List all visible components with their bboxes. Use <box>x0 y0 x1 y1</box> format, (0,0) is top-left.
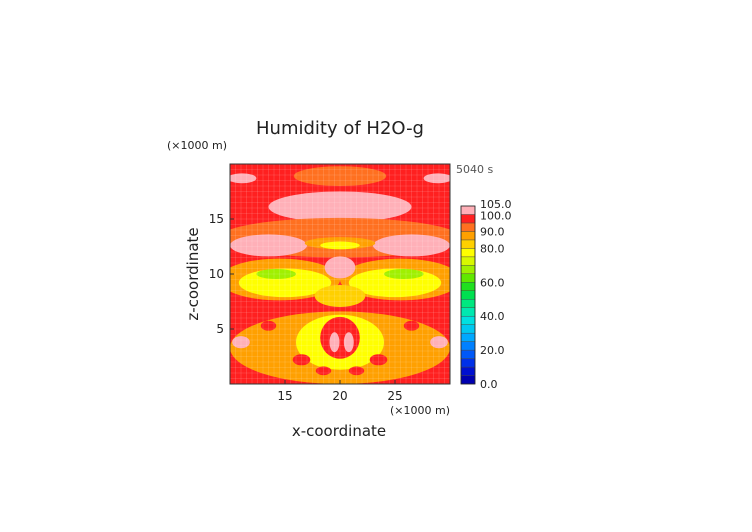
x-tick-label: 15 <box>277 389 292 403</box>
contour-region-21 <box>329 332 340 353</box>
colorbar-band-16 <box>460 239 476 249</box>
contour-region-15 <box>384 269 424 279</box>
colorbar-label: 100.0 <box>480 209 512 222</box>
contour-region-16 <box>324 256 356 279</box>
colorbar-label: 105.0 <box>480 198 512 211</box>
colorbar-band-17 <box>460 231 476 241</box>
colorbar-band-0 <box>460 375 476 385</box>
contour-region-25 <box>232 336 250 349</box>
x-axis-label: x-coordinate <box>292 422 386 440</box>
colorbar-band-18 <box>460 222 476 232</box>
contour-region-2 <box>230 173 257 184</box>
colorbar-band-11 <box>460 282 476 291</box>
colorbar-band-13 <box>460 265 476 275</box>
colorbar-band-7 <box>460 315 476 325</box>
colorbar-band-2 <box>460 358 476 368</box>
colorbar-label: 80.0 <box>480 242 505 255</box>
y-tick-label: 15 <box>209 212 224 226</box>
y-axis-label: z-coordinate <box>184 227 202 320</box>
contour-region-28 <box>369 354 388 366</box>
colorbar-band-19 <box>460 214 476 224</box>
colorbar-band-14 <box>460 256 476 266</box>
x-unit-label: (×1000 m) <box>390 404 450 417</box>
colorbar-label: 90.0 <box>480 225 505 238</box>
contour-region-4 <box>268 191 412 223</box>
contour-region-6 <box>230 234 307 257</box>
colorbar-band-15 <box>460 248 476 258</box>
colorbar-label: 0.0 <box>480 378 498 391</box>
contour-region-24 <box>403 320 420 331</box>
y-tick-label: 10 <box>209 267 224 281</box>
time-label: 5040 s <box>456 163 493 176</box>
colorbar-band-20 <box>460 205 476 215</box>
chart-title: Humidity of H2O-g <box>256 118 424 139</box>
colorbar-label: 40.0 <box>480 310 505 323</box>
y-axis-ticks: 5 10 15 <box>209 212 234 336</box>
y-unit-label: (×1000 m) <box>167 139 227 152</box>
contour-region-23 <box>260 320 277 331</box>
contour-region-3 <box>423 173 450 184</box>
colorbar-band-10 <box>460 290 476 300</box>
contour-region-22 <box>343 332 354 353</box>
x-axis-ticks: 15 20 25 <box>277 380 403 403</box>
colorbar-band-8 <box>460 307 476 317</box>
contour-region-9 <box>320 241 360 250</box>
contour-regions <box>230 164 450 384</box>
contour-region-14 <box>256 269 297 279</box>
contour-region-26 <box>430 336 448 349</box>
colorbar-frame <box>460 205 476 385</box>
x-tick-label: 20 <box>332 389 347 403</box>
colorbar-label: 20.0 <box>480 344 505 357</box>
colorbar-label: 60.0 <box>480 276 505 289</box>
colorbar-band-12 <box>460 273 476 283</box>
plot-grid <box>230 164 450 384</box>
colorbar-band-9 <box>460 299 476 308</box>
x-tick-label: 25 <box>387 389 402 403</box>
colorbar-band-4 <box>460 341 476 351</box>
colorbar-band-3 <box>460 349 476 359</box>
colorbar-band-1 <box>460 366 476 376</box>
contour-region-29 <box>315 366 332 376</box>
y-tick-label: 5 <box>216 322 224 336</box>
colorbar-band-5 <box>460 332 476 342</box>
contour-region-1 <box>293 166 387 187</box>
contour-region-7 <box>373 234 450 257</box>
contour-region-30 <box>348 366 365 376</box>
contour-region-17 <box>314 285 366 307</box>
colorbar-band-6 <box>460 324 476 334</box>
contour-region-27 <box>292 354 311 366</box>
